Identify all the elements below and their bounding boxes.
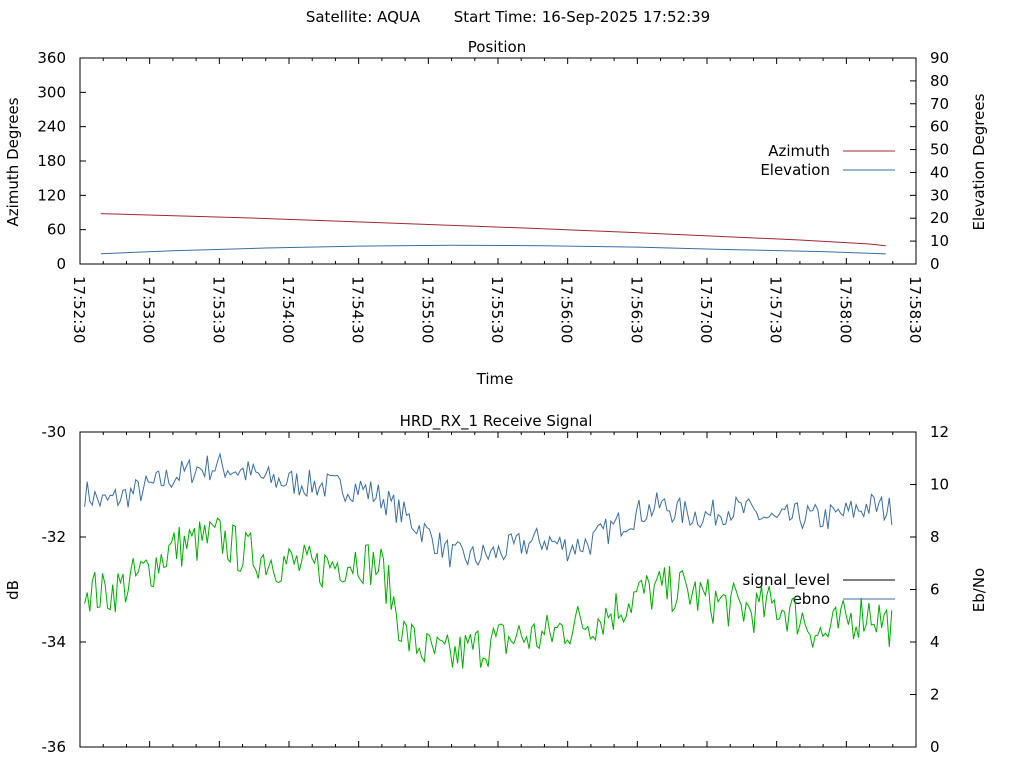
azimuth-tick-label: 0	[56, 255, 66, 273]
azimuth-tick-label: 180	[37, 152, 66, 170]
ebno-tick-label: 0	[930, 738, 940, 756]
legend-signal-level-label: signal_level	[742, 571, 830, 590]
ebno-tick-label: 2	[930, 686, 940, 704]
azimuth-tick-label: 300	[37, 83, 66, 101]
elevation-tick-label: 70	[930, 95, 949, 113]
azimuth-tick-label: 240	[37, 118, 66, 136]
db-tick-label: -34	[42, 633, 67, 651]
azimuth-tick-label: 60	[47, 221, 66, 239]
time-tick-label: 17:53:30	[209, 276, 227, 343]
elevation-tick-label: 10	[930, 232, 949, 250]
elevation-axis-label: Elevation Degrees	[970, 93, 988, 230]
signal-green-line	[84, 517, 893, 669]
position-x-axis-label: Time	[476, 370, 514, 388]
time-tick-label: 17:56:30	[627, 276, 645, 343]
ebno-line	[84, 452, 893, 568]
db-tick-label: -32	[42, 528, 67, 546]
elevation-line	[100, 244, 886, 255]
signal-plot-frame	[79, 431, 917, 748]
azimuth-tick-label: 360	[37, 49, 66, 67]
db-tick-label: -30	[42, 423, 67, 441]
azimuth-line	[100, 213, 886, 247]
start-time-label: Start Time: 16-Sep-2025 17:52:39	[454, 8, 710, 26]
satellite-label: Satellite: AQUA	[306, 8, 421, 26]
azimuth-tick-label: 120	[37, 186, 66, 204]
db-axis-label: dB	[4, 580, 22, 600]
elevation-tick-label: 40	[930, 163, 949, 181]
time-tick-label: 17:58:00	[836, 276, 854, 343]
time-tick-label: 17:55:30	[488, 276, 506, 343]
ebno-tick-label: 12	[930, 423, 949, 441]
elevation-tick-label: 60	[930, 118, 949, 136]
elevation-tick-label: 20	[930, 209, 949, 227]
db-tick-label: -36	[42, 738, 67, 756]
time-tick-label: 17:52:30	[70, 276, 88, 343]
elevation-tick-label: 50	[930, 141, 949, 159]
time-tick-label: 17:57:30	[767, 276, 785, 343]
signal-chart-title: HRD_RX_1 Receive Signal	[400, 412, 593, 431]
elevation-tick-label: 90	[930, 49, 949, 67]
elevation-tick-label: 80	[930, 72, 949, 90]
ebno-tick-label: 8	[930, 528, 940, 546]
time-tick-label: 17:53:00	[140, 276, 158, 343]
time-tick-label: 17:54:00	[279, 276, 297, 343]
time-tick-label: 17:55:00	[418, 276, 436, 343]
legend-elevation-label: Elevation	[760, 161, 830, 179]
time-tick-label: 17:58:30	[906, 276, 924, 343]
time-tick-label: 17:54:30	[349, 276, 367, 343]
legend-azimuth-label: Azimuth	[768, 142, 830, 160]
elevation-tick-label: 0	[930, 255, 940, 273]
legend-ebno-label: ebno	[793, 590, 830, 608]
time-tick-label: 17:56:00	[558, 276, 576, 343]
ebno-axis-label: Eb/No	[970, 568, 988, 612]
ebno-tick-label: 6	[930, 581, 940, 599]
ebno-tick-label: 4	[930, 633, 940, 651]
position-chart-title: Position	[468, 38, 526, 56]
time-tick-label: 17:57:00	[697, 276, 715, 343]
ebno-tick-label: 10	[930, 476, 949, 494]
elevation-tick-label: 30	[930, 186, 949, 204]
azimuth-axis-label: Azimuth Degrees	[4, 97, 22, 226]
